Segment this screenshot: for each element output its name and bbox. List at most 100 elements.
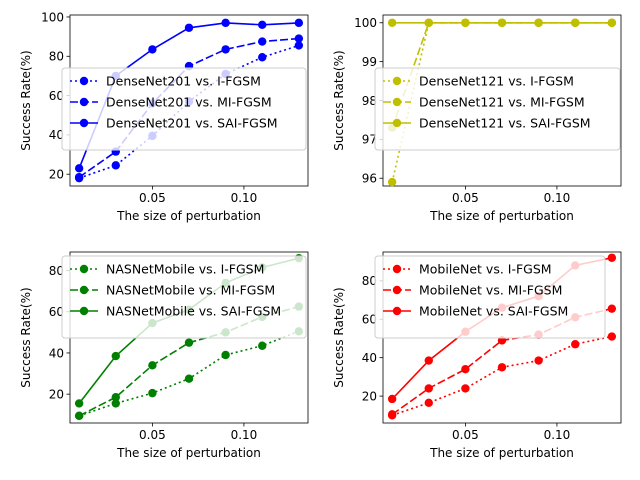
subplot-4: 0.05 0.10 20 40 60 80 The size of perturbation… bbox=[332, 251, 622, 460]
legend-marker bbox=[79, 285, 89, 295]
legend-box bbox=[374, 67, 621, 151]
x-tick-label: 0.10 bbox=[231, 191, 258, 205]
data-point bbox=[387, 394, 397, 404]
data-point bbox=[424, 398, 433, 408]
data-point bbox=[607, 18, 617, 27]
subplot-3: 0.05 0.10 20 40 60 80 The size of perturbation… bbox=[19, 251, 309, 460]
data-point bbox=[387, 18, 397, 27]
data-point bbox=[148, 45, 157, 54]
legend-marker bbox=[392, 76, 402, 86]
data-point bbox=[461, 384, 470, 393]
y-tick-label: 80 bbox=[362, 274, 377, 288]
x-axis-label: The size of perturbation bbox=[116, 446, 261, 460]
y-tick-label: 60 bbox=[49, 89, 64, 103]
data-point bbox=[497, 363, 507, 372]
y-axis-label: Success Rate(%) bbox=[19, 287, 33, 387]
data-point bbox=[221, 18, 230, 28]
legend: NASNetMobile vs. I-FGSM NASNetMobile vs. … bbox=[61, 255, 307, 339]
data-point bbox=[258, 37, 267, 46]
data-point bbox=[258, 341, 267, 350]
data-point bbox=[148, 361, 157, 370]
data-point bbox=[497, 18, 507, 27]
legend-label: DenseNet201 vs. SAI-FGSM bbox=[106, 116, 278, 131]
data-point bbox=[74, 172, 84, 182]
legend-marker bbox=[392, 118, 402, 128]
data-point bbox=[534, 356, 543, 365]
legend-label: DenseNet121 vs. MI-FGSM bbox=[419, 95, 585, 110]
y-tick-label: 20 bbox=[49, 387, 64, 401]
data-point bbox=[221, 45, 230, 54]
subplot-2: 0.05 0.10 96 97 98 99 100 The size of perturbat… bbox=[332, 14, 622, 223]
data-point bbox=[221, 350, 230, 360]
x-axis-label: The size of perturbation bbox=[429, 446, 574, 460]
legend-label: NASNetMobile vs. MI-FGSM bbox=[106, 283, 275, 298]
y-tick-label: 99 bbox=[362, 55, 377, 69]
legend: MobileNet vs. I-FGSM MobileNet vs. MI-FGS… bbox=[374, 255, 606, 339]
y-tick-label: 40 bbox=[49, 128, 64, 142]
legend-marker bbox=[392, 285, 402, 295]
legend-label: MobileNet vs. SAI-FGSM bbox=[419, 304, 568, 319]
x-tick-label: 0.10 bbox=[544, 428, 571, 442]
y-tick-label: 100 bbox=[354, 16, 377, 30]
legend-box bbox=[61, 255, 307, 339]
data-point bbox=[74, 399, 84, 408]
y-tick-label: 60 bbox=[362, 313, 377, 327]
data-point bbox=[387, 410, 397, 419]
y-tick-label: 20 bbox=[362, 389, 377, 403]
y-tick-label: 100 bbox=[41, 10, 64, 24]
x-tick-label: 0.05 bbox=[452, 191, 479, 205]
data-point bbox=[184, 23, 194, 32]
data-point bbox=[294, 41, 304, 50]
data-point bbox=[111, 161, 120, 170]
y-tick-label: 80 bbox=[49, 264, 64, 278]
legend-marker bbox=[79, 118, 89, 128]
legend: DenseNet201 vs. I-FGSM DenseNet201 vs. MI… bbox=[61, 67, 307, 151]
series-solid bbox=[387, 18, 617, 27]
data-point bbox=[461, 365, 470, 374]
y-tick-label: 98 bbox=[362, 94, 377, 108]
data-point bbox=[184, 374, 194, 383]
data-point bbox=[387, 177, 397, 187]
data-point bbox=[74, 164, 84, 173]
data-point bbox=[111, 399, 120, 408]
legend-label: NASNetMobile vs. I-FGSM bbox=[106, 262, 264, 277]
legend-label: NASNetMobile vs. SAI-FGSM bbox=[106, 304, 281, 319]
x-tick-label: 0.10 bbox=[544, 191, 571, 205]
series-dotted bbox=[387, 332, 617, 420]
legend-marker bbox=[79, 97, 89, 107]
data-point bbox=[184, 338, 194, 347]
x-tick-label: 0.10 bbox=[231, 428, 258, 442]
x-tick-label: 0.05 bbox=[139, 428, 166, 442]
y-tick-label: 60 bbox=[49, 305, 64, 319]
data-point bbox=[148, 388, 157, 398]
y-axis-label: Success Rate(%) bbox=[332, 50, 346, 150]
x-tick-label: 0.05 bbox=[452, 428, 479, 442]
x-tick-label: 0.05 bbox=[139, 191, 166, 205]
data-point bbox=[424, 356, 433, 365]
legend-label: MobileNet vs. I-FGSM bbox=[419, 262, 552, 277]
subplot-1: 0.05 0.10 20 40 60 80 100 The size of perturbat… bbox=[19, 10, 309, 223]
data-point bbox=[74, 411, 84, 420]
legend-label: MobileNet vs. MI-FGSM bbox=[419, 283, 562, 298]
legend-marker bbox=[392, 264, 402, 274]
data-point bbox=[607, 253, 617, 262]
data-point bbox=[294, 18, 304, 28]
legend-label: DenseNet121 vs. SAI-FGSM bbox=[419, 116, 591, 131]
y-tick-label: 40 bbox=[362, 351, 377, 365]
y-tick-label: 20 bbox=[49, 168, 64, 182]
y-axis-label: Success Rate(%) bbox=[332, 287, 346, 387]
y-tick-label: 80 bbox=[49, 50, 64, 64]
legend: DenseNet121 vs. I-FGSM DenseNet121 vs. MI… bbox=[374, 67, 621, 151]
data-point bbox=[571, 18, 580, 27]
x-axis-label: The size of perturbation bbox=[429, 209, 574, 223]
data-point bbox=[424, 384, 433, 393]
data-point bbox=[607, 304, 617, 313]
legend-marker bbox=[79, 306, 89, 316]
y-axis-label: Success Rate(%) bbox=[19, 50, 33, 150]
legend-label: DenseNet121 vs. I-FGSM bbox=[419, 74, 574, 89]
y-tick-label: 97 bbox=[362, 133, 377, 147]
legend-label: DenseNet201 vs. I-FGSM bbox=[106, 74, 261, 89]
legend-marker bbox=[392, 306, 402, 316]
y-tick-label: 40 bbox=[49, 346, 64, 360]
